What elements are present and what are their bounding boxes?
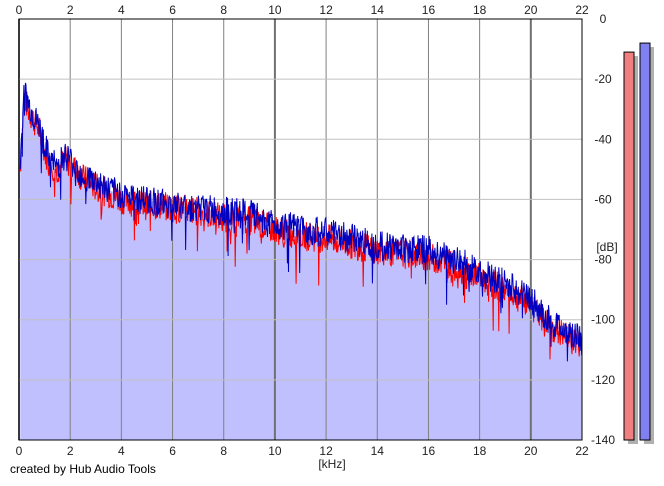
credit-text: created by Hub Audio Tools: [10, 462, 156, 476]
x-tick-label-top: 22: [575, 3, 589, 17]
x-tick-label-bottom: 14: [371, 444, 385, 458]
x-axis-label: [kHz]: [318, 457, 345, 471]
y-tick-label: -120: [591, 373, 615, 387]
y-tick-label: -40: [594, 132, 612, 146]
x-tick-label-bottom: 2: [67, 444, 74, 458]
x-tick-label-bottom: 16: [422, 444, 436, 458]
y-tick-label: -20: [594, 72, 612, 86]
y-tick-label: -100: [591, 313, 615, 327]
right-level-meter: [639, 42, 651, 441]
x-tick-label-bottom: 8: [220, 444, 227, 458]
x-tick-label-bottom: 10: [268, 444, 282, 458]
x-tick-label-bottom: 4: [118, 444, 125, 458]
x-tick-label-top: 12: [319, 3, 333, 17]
y-tick-label: 0: [600, 12, 607, 26]
left-channel-line: [19, 89, 582, 360]
x-tick-label-top: 6: [169, 3, 176, 17]
left-level-meter: [623, 51, 635, 441]
plot-border: [18, 18, 583, 441]
x-tick-label-top: 2: [67, 3, 74, 17]
spectrum-fill: [20, 91, 583, 441]
x-tick-label-top: 16: [422, 3, 436, 17]
x-tick-label-bottom: 18: [473, 444, 487, 458]
x-tick-label-bottom: 12: [319, 444, 333, 458]
y-tick-label: -140: [591, 433, 615, 447]
x-tick-label-top: 10: [268, 3, 282, 17]
x-tick-label-bottom: 6: [169, 444, 176, 458]
x-tick-label-top: 8: [220, 3, 227, 17]
y-tick-label: -80: [594, 253, 612, 267]
y-axis-label: [dB]: [596, 240, 617, 254]
x-tick-label-top: 4: [118, 3, 125, 17]
x-tick-label-bottom: 20: [524, 444, 538, 458]
x-tick-label-bottom: 22: [575, 444, 589, 458]
x-tick-label-top: 18: [473, 3, 487, 17]
x-tick-label-top: 20: [524, 3, 538, 17]
x-tick-label-top: 0: [16, 3, 23, 17]
x-tick-label-top: 14: [371, 3, 385, 17]
x-tick-label-bottom: 0: [16, 444, 23, 458]
y-tick-label: -60: [594, 192, 612, 206]
right-channel-line: [19, 82, 583, 362]
